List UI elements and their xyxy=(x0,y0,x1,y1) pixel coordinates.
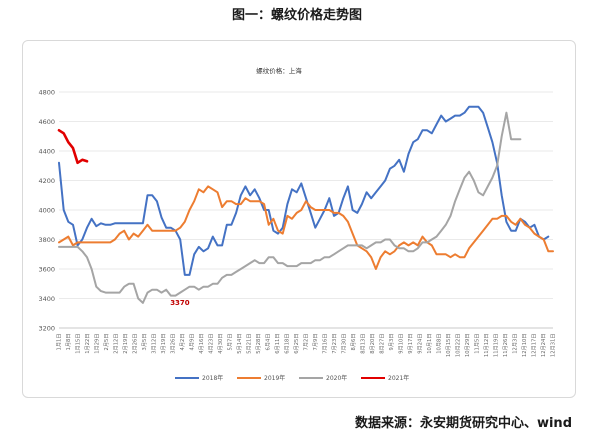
x-tick-label: 7月9日 xyxy=(312,334,319,351)
x-tick-label: 12月10日 xyxy=(521,334,528,358)
x-tick-label: 9月24日 xyxy=(417,334,424,354)
y-tick-label: 4000 xyxy=(38,207,55,215)
y-tick-label: 4600 xyxy=(38,118,55,126)
x-tick-label: 8月27日 xyxy=(379,334,386,354)
x-tick-label: 1月29日 xyxy=(94,334,101,354)
x-tick-label: 11月19日 xyxy=(493,334,500,358)
legend: 2018年 2019年 2020年 2021年 xyxy=(175,374,409,382)
figure-title: 图一：螺纹价格走势图 xyxy=(231,8,362,23)
x-tick-label: 5月21日 xyxy=(246,334,253,354)
x-tick-label: 3月26日 xyxy=(170,334,177,354)
x-tick-label: 3月12日 xyxy=(151,334,158,354)
x-tick-label: 7月30日 xyxy=(341,334,348,354)
y-tick-label: 4400 xyxy=(38,148,55,156)
y-tick-label: 3800 xyxy=(38,236,55,244)
x-tick-label: 3月5日 xyxy=(141,334,148,351)
series-line-1 xyxy=(58,105,550,276)
x-tick-label: 12月24日 xyxy=(540,334,547,358)
x-axis: 1月1日 1月8日 1月15日 1月22日 1月29日 2月5日 2月12日 2月19日 2月2… xyxy=(56,327,557,358)
x-tick-label: 4月9日 xyxy=(189,334,196,351)
x-tick-label: 1月8日 xyxy=(65,334,72,351)
series-line-4 xyxy=(57,129,89,165)
x-tick-label: 4月23日 xyxy=(208,334,215,354)
x-tick-label: 7月16日 xyxy=(322,334,329,354)
y-tick-label: 3600 xyxy=(38,266,55,274)
x-tick-label: 11月26日 xyxy=(502,334,509,358)
x-tick-label: 5月14日 xyxy=(236,334,243,354)
x-tick-label: 12月17日 xyxy=(531,334,538,358)
x-tick-label: 1月1日 xyxy=(56,334,63,351)
y-tick-label: 4200 xyxy=(38,177,55,185)
x-tick-label: 9月17日 xyxy=(407,334,414,354)
x-tick-label: 10月22日 xyxy=(455,334,462,358)
x-tick-label: 4月2日 xyxy=(179,334,186,351)
x-tick-label: 12月31日 xyxy=(550,334,557,358)
series-line-2 xyxy=(58,185,554,270)
y-axis: 3200 3400 3600 3800 4000 4200 4400 4600 4800 xyxy=(38,89,55,333)
annotations: 46603370 xyxy=(170,299,190,307)
x-tick-label: 2月5日 xyxy=(103,334,110,351)
x-tick-label: 11月5日 xyxy=(474,334,481,354)
x-tick-label: 10月29日 xyxy=(464,334,471,358)
y-tick-label: 3400 xyxy=(38,295,55,303)
value-annotation: 3370 xyxy=(170,299,190,307)
x-tick-label: 6月25日 xyxy=(293,334,300,354)
x-tick-label: 4月30日 xyxy=(217,334,224,354)
x-tick-label: 10月1日 xyxy=(426,334,433,354)
x-tick-label: 5月7日 xyxy=(227,334,234,351)
series-line-3 xyxy=(58,111,522,304)
x-tick-label: 5月28日 xyxy=(255,334,262,354)
y-tick-label: 3200 xyxy=(38,325,55,333)
x-tick-label: 4月16日 xyxy=(198,334,205,354)
x-tick-label: 6月11日 xyxy=(274,334,281,354)
legend-label: 2020年 xyxy=(326,374,347,382)
x-tick-label: 6月4日 xyxy=(265,334,272,351)
x-tick-label: 2月26日 xyxy=(132,334,139,354)
x-tick-label: 12月3日 xyxy=(512,334,519,354)
x-tick-label: 3月19日 xyxy=(160,334,167,354)
chart-frame: 螺纹价格：上海 3200 3400 3600 3800 4000 4200 4400 4600… xyxy=(22,40,576,398)
x-tick-label: 1月15日 xyxy=(75,334,82,354)
x-tick-label: 7月2日 xyxy=(303,334,310,351)
y-tick-label: 4800 xyxy=(38,89,55,97)
x-tick-label: 9月3日 xyxy=(388,334,395,351)
x-tick-label: 6月18日 xyxy=(284,334,291,354)
gridlines xyxy=(59,91,553,329)
legend-label: 2018年 xyxy=(202,374,223,382)
x-tick-label: 7月23日 xyxy=(331,334,338,354)
x-tick-label: 9月10日 xyxy=(398,334,405,354)
x-tick-label: 8月20日 xyxy=(369,334,376,354)
x-tick-label: 8月13日 xyxy=(360,334,367,354)
x-tick-label: 8月6日 xyxy=(350,334,357,351)
x-tick-label: 10月8日 xyxy=(436,334,443,354)
x-tick-label: 10月15日 xyxy=(445,334,452,358)
x-tick-label: 2月12日 xyxy=(113,334,120,354)
chart-title: 螺纹价格：上海 xyxy=(256,66,302,75)
legend-label: 2021年 xyxy=(388,374,409,382)
x-tick-label: 11月12日 xyxy=(483,334,490,358)
series-lines xyxy=(57,105,554,304)
line-chart: 螺纹价格：上海 3200 3400 3600 3800 4000 4200 4400 4600… xyxy=(38,66,557,382)
x-tick-label: 1月22日 xyxy=(84,334,91,354)
legend-label: 2019年 xyxy=(264,374,285,382)
data-source: 数据来源：永安期货研究中心、wind xyxy=(354,416,572,431)
x-tick-label: 2月19日 xyxy=(122,334,129,354)
